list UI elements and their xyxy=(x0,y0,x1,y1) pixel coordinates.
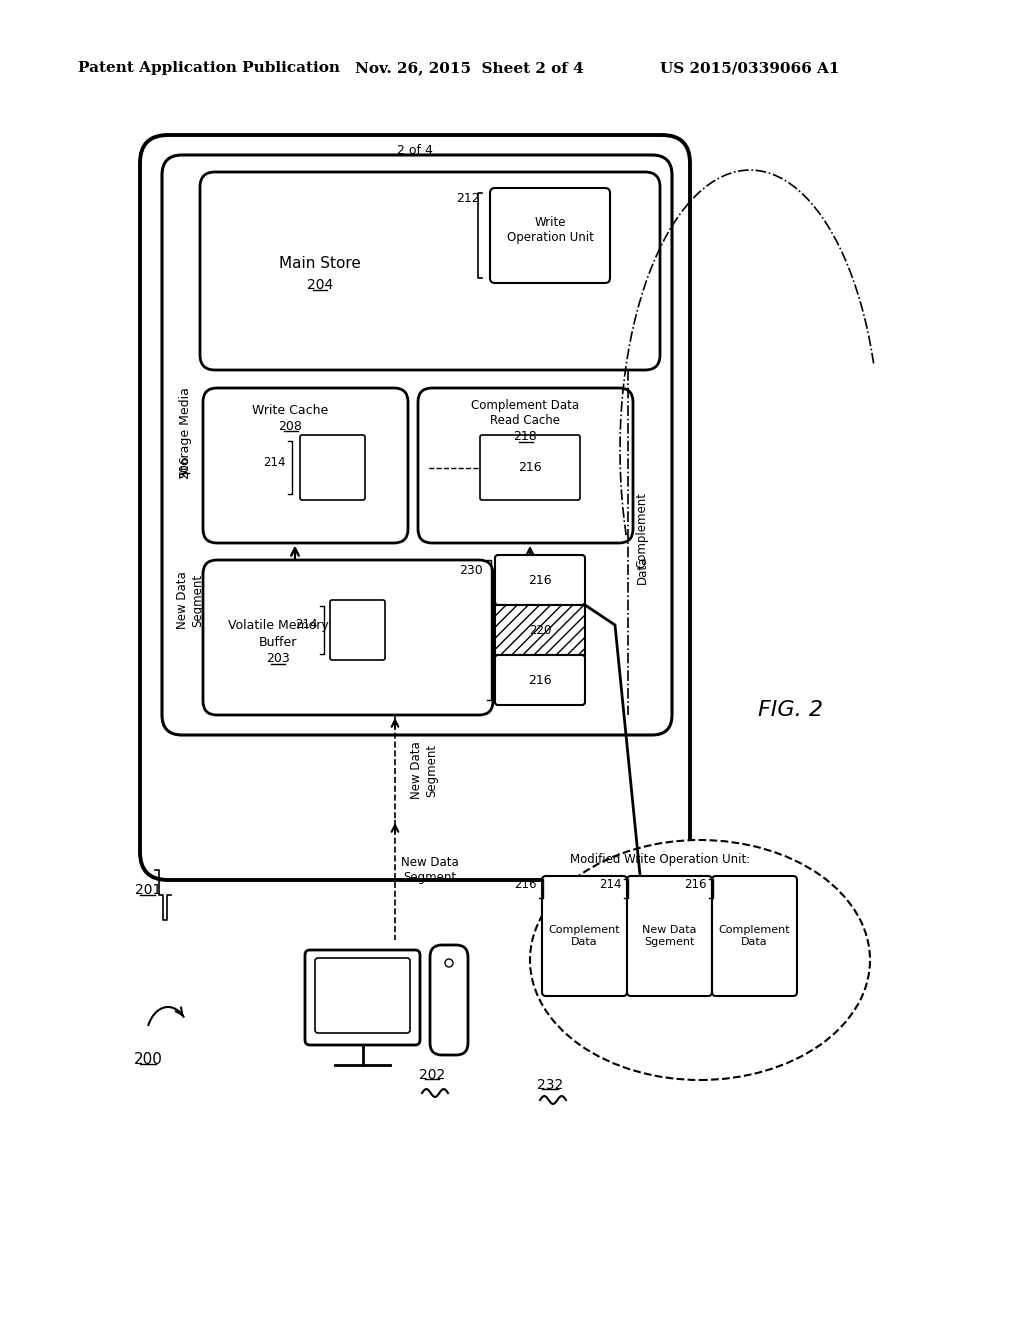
Text: 202: 202 xyxy=(419,1068,445,1082)
FancyBboxPatch shape xyxy=(542,876,627,997)
FancyBboxPatch shape xyxy=(203,560,493,715)
Text: Complement
Data: Complement Data xyxy=(719,925,791,946)
FancyBboxPatch shape xyxy=(418,388,633,543)
FancyBboxPatch shape xyxy=(490,187,610,282)
Text: Patent Application Publication: Patent Application Publication xyxy=(78,61,340,75)
Text: 204: 204 xyxy=(307,279,333,292)
Text: New Data
Segment: New Data Segment xyxy=(410,741,438,799)
FancyBboxPatch shape xyxy=(140,135,690,880)
Text: 212: 212 xyxy=(456,191,480,205)
Text: 218: 218 xyxy=(514,430,538,444)
Text: Buffer: Buffer xyxy=(259,636,297,649)
FancyBboxPatch shape xyxy=(627,876,712,997)
FancyBboxPatch shape xyxy=(305,950,420,1045)
Text: FIG. 2: FIG. 2 xyxy=(758,700,822,719)
Text: 216: 216 xyxy=(684,878,707,891)
FancyBboxPatch shape xyxy=(315,958,410,1034)
Text: Complement Data: Complement Data xyxy=(471,400,580,412)
FancyBboxPatch shape xyxy=(495,554,585,605)
Text: 206: 206 xyxy=(178,455,191,479)
Text: 2 of 4: 2 of 4 xyxy=(397,144,433,157)
Text: 216: 216 xyxy=(518,461,542,474)
Text: 203: 203 xyxy=(266,652,290,665)
Text: 214: 214 xyxy=(599,878,622,891)
FancyBboxPatch shape xyxy=(330,601,385,660)
Text: Storage Media: Storage Media xyxy=(178,388,191,478)
Text: US 2015/0339066 A1: US 2015/0339066 A1 xyxy=(660,61,840,75)
FancyBboxPatch shape xyxy=(300,436,365,500)
Text: Write
Operation Unit: Write Operation Unit xyxy=(507,216,594,244)
Text: 200: 200 xyxy=(133,1052,163,1068)
Text: Complement
Data: Complement Data xyxy=(549,925,621,946)
Text: 214: 214 xyxy=(263,455,286,469)
Text: Complement: Complement xyxy=(636,492,648,568)
Text: 208: 208 xyxy=(279,420,302,433)
FancyBboxPatch shape xyxy=(200,172,660,370)
FancyBboxPatch shape xyxy=(712,876,797,997)
Text: 216: 216 xyxy=(528,573,552,586)
Text: Read Cache: Read Cache xyxy=(490,414,560,428)
Text: Main Store: Main Store xyxy=(280,256,360,271)
Text: New Data
Segment: New Data Segment xyxy=(176,572,204,628)
Text: Write Cache: Write Cache xyxy=(252,404,329,417)
Text: 230: 230 xyxy=(459,564,483,577)
FancyBboxPatch shape xyxy=(203,388,408,543)
Text: 214: 214 xyxy=(296,619,318,631)
Text: New Data
Sgement: New Data Sgement xyxy=(642,925,696,946)
Text: 220: 220 xyxy=(528,623,551,636)
FancyBboxPatch shape xyxy=(430,945,468,1055)
Ellipse shape xyxy=(530,840,870,1080)
Text: Nov. 26, 2015  Sheet 2 of 4: Nov. 26, 2015 Sheet 2 of 4 xyxy=(355,61,584,75)
Text: Modified Write Operation Unit:: Modified Write Operation Unit: xyxy=(570,854,751,866)
FancyBboxPatch shape xyxy=(495,655,585,705)
Text: 201: 201 xyxy=(135,883,161,898)
Text: 216: 216 xyxy=(528,673,552,686)
Text: Volatile Memory: Volatile Memory xyxy=(227,619,329,632)
FancyBboxPatch shape xyxy=(162,154,672,735)
Text: 232: 232 xyxy=(537,1078,563,1092)
Text: Data: Data xyxy=(636,556,648,585)
Bar xyxy=(495,605,585,655)
Text: New Data
Segment: New Data Segment xyxy=(401,855,459,884)
FancyBboxPatch shape xyxy=(480,436,580,500)
Text: 216: 216 xyxy=(514,878,537,891)
